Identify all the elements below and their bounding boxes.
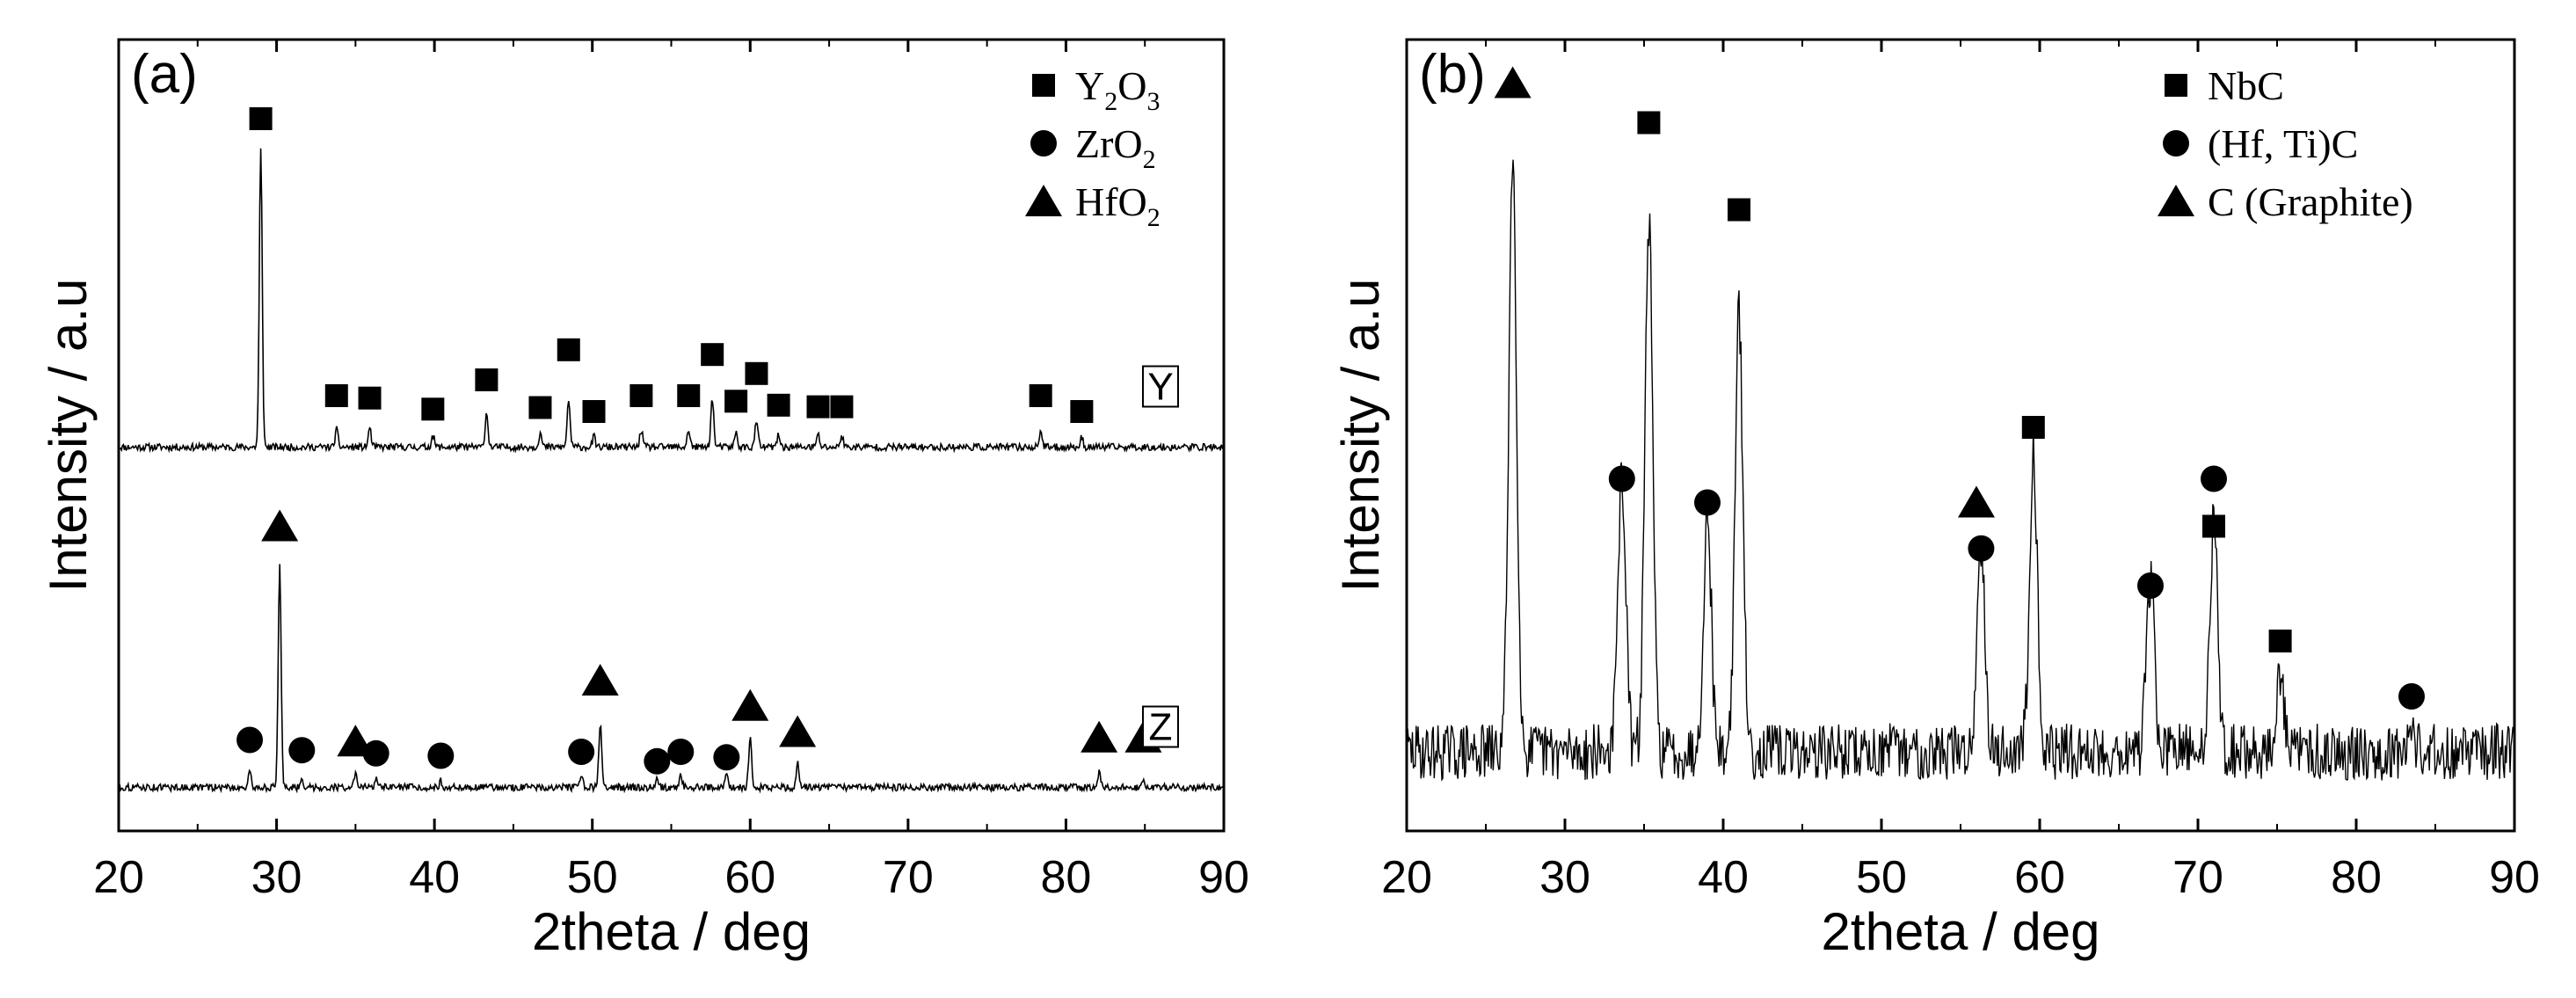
square-marker bbox=[1637, 111, 1661, 135]
circle-marker bbox=[1968, 535, 1995, 562]
x-tick-label: 60 bbox=[724, 852, 775, 903]
circle-marker bbox=[2398, 683, 2425, 710]
square-marker bbox=[557, 338, 580, 361]
square-marker bbox=[724, 390, 748, 413]
x-tick-label: 40 bbox=[409, 852, 460, 903]
circle-marker bbox=[568, 739, 595, 765]
x-tick-label: 90 bbox=[1198, 852, 1249, 903]
circle-marker bbox=[236, 726, 264, 754]
panel-a-chart: 20 30 40 50 60 70 80 90 2theta / deg Intensity / … bbox=[39, 38, 1249, 961]
series-line-Y bbox=[118, 148, 1225, 454]
circle-marker bbox=[2201, 465, 2227, 492]
series-tag-box bbox=[1142, 705, 1179, 748]
triangle-marker bbox=[261, 509, 299, 542]
x-tick-label: 60 bbox=[2014, 852, 2065, 903]
square-marker bbox=[629, 384, 653, 407]
x-tick-label: 30 bbox=[251, 852, 302, 903]
legend-circle-marker bbox=[2163, 130, 2189, 157]
square-marker bbox=[677, 384, 701, 407]
x-axis-label: 2theta / deg bbox=[1822, 902, 2100, 961]
triangle-marker bbox=[779, 715, 817, 747]
triangle-marker bbox=[1958, 485, 1995, 518]
legend-circle-marker bbox=[1030, 130, 1057, 157]
square-marker bbox=[475, 368, 498, 391]
x-axis-label: 2theta / deg bbox=[532, 902, 811, 961]
series-tag-label: Y bbox=[1147, 366, 1173, 409]
legend-triangle-marker bbox=[2158, 185, 2194, 216]
x-tick-label: 30 bbox=[1539, 852, 1590, 903]
circle-marker bbox=[667, 739, 695, 765]
square-marker bbox=[806, 395, 830, 419]
triangle-marker bbox=[1081, 720, 1118, 753]
square-marker bbox=[2021, 416, 2045, 439]
square-marker bbox=[830, 395, 854, 419]
plot-frame bbox=[117, 38, 1226, 833]
x-tick-label: 80 bbox=[2331, 852, 2382, 903]
square-marker bbox=[582, 400, 606, 423]
x-tick-label: 20 bbox=[1381, 852, 1432, 903]
square-marker bbox=[358, 386, 382, 410]
series-tag-label: Z bbox=[1149, 706, 1173, 749]
series-line-b bbox=[1406, 159, 2514, 782]
panel-label: (a) bbox=[131, 44, 198, 105]
legend-label: NbC bbox=[2208, 63, 2284, 108]
square-marker bbox=[1728, 198, 1750, 222]
square-marker bbox=[324, 384, 348, 407]
square-marker bbox=[528, 396, 552, 419]
series-line-Z bbox=[118, 564, 1224, 794]
legend-label: C (Graphite) bbox=[2208, 179, 2413, 224]
square-marker bbox=[421, 397, 445, 421]
y-axis-label: Intensity / a.u bbox=[1331, 279, 1390, 593]
x-tick-label: 70 bbox=[883, 852, 934, 903]
legend-label: HfO2 bbox=[1075, 179, 1161, 232]
circle-marker bbox=[644, 747, 671, 775]
y-axis-label: Intensity / a.u bbox=[39, 279, 98, 593]
square-marker bbox=[249, 107, 273, 130]
circle-marker bbox=[1694, 489, 1721, 516]
triangle-marker bbox=[731, 688, 769, 721]
circle-marker bbox=[288, 737, 316, 764]
series-tag-box bbox=[1142, 365, 1179, 408]
x-tick-label: 70 bbox=[2172, 852, 2223, 903]
panel-label: (b) bbox=[1419, 44, 1486, 105]
circle-marker bbox=[362, 739, 389, 767]
x-tick-label: 20 bbox=[93, 852, 144, 903]
legend-label: (Hf, Ti)C bbox=[2208, 121, 2358, 166]
panel-b-chart: 20 30 40 50 60 70 80 90 2theta / deg Intensity / … bbox=[1331, 38, 2540, 961]
circle-marker bbox=[2137, 572, 2164, 599]
square-marker bbox=[767, 393, 790, 417]
legend-label: ZrO2 bbox=[1075, 121, 1156, 174]
circle-marker bbox=[427, 742, 455, 769]
x-tick-label: 90 bbox=[2489, 852, 2540, 903]
x-tick-label: 50 bbox=[1856, 852, 1907, 903]
square-marker bbox=[1070, 400, 1094, 423]
legend-label: Y2O3 bbox=[1075, 63, 1160, 116]
circle-marker bbox=[1608, 465, 1635, 492]
x-tick-label: 80 bbox=[1041, 852, 1092, 903]
square-marker bbox=[745, 361, 768, 385]
square-marker bbox=[1029, 384, 1052, 407]
x-tick-label: 40 bbox=[1698, 852, 1749, 903]
triangle-marker bbox=[581, 664, 619, 696]
legend-triangle-marker bbox=[1025, 185, 1062, 216]
square-marker bbox=[701, 343, 724, 367]
square-marker bbox=[2202, 514, 2225, 538]
legend-square-marker bbox=[2165, 74, 2187, 97]
square-marker bbox=[2268, 630, 2292, 652]
triangle-marker bbox=[1494, 66, 1532, 98]
legend-square-marker bbox=[1032, 74, 1055, 97]
circle-marker bbox=[713, 744, 740, 771]
x-tick-label: 50 bbox=[567, 852, 618, 903]
